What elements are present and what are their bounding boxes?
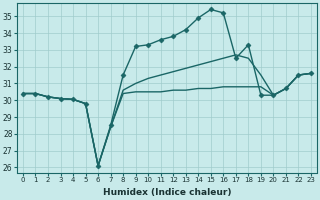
X-axis label: Humidex (Indice chaleur): Humidex (Indice chaleur) xyxy=(103,188,231,197)
